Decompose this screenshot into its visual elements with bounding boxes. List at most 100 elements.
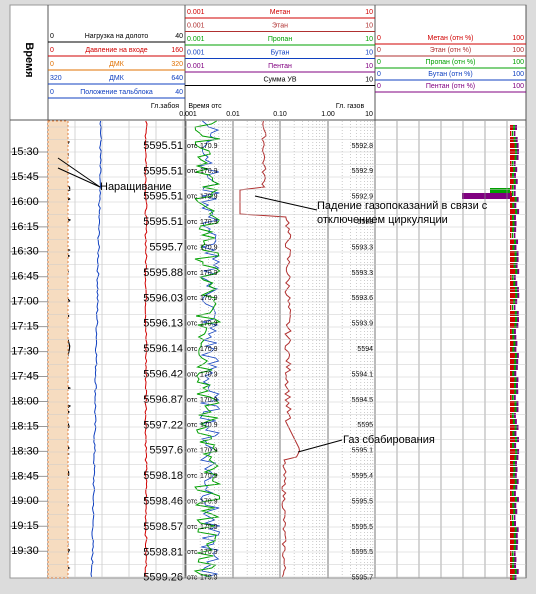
gas-depth: 5593.9: [352, 321, 374, 328]
ratio-bar: [510, 311, 515, 316]
ratio-bar: [512, 545, 516, 550]
note: отс: [187, 575, 198, 582]
depth-header: Гл.забоя: [151, 102, 179, 110]
ratio-bar: [514, 467, 518, 472]
bit-depth: 5595.51: [143, 191, 183, 203]
scale-max: 10: [365, 63, 373, 70]
scale-tick: 1.00: [321, 111, 335, 118]
ratio-bar: [510, 257, 515, 262]
ratio-bar: [512, 281, 516, 286]
ratio-bar: [512, 485, 516, 490]
ratio-bar: [512, 515, 514, 520]
ratio-bar: [514, 533, 518, 538]
ratio-bar: [510, 209, 516, 214]
ratio-bar: [514, 299, 518, 304]
time-label: 17:15: [11, 321, 39, 333]
curve-name: Пентан (отн %): [426, 83, 475, 90]
note: отс: [187, 346, 198, 353]
ratio-bar: [512, 245, 515, 250]
ratio-bar: [510, 461, 513, 466]
ratio-bar: [510, 185, 512, 190]
ratio-bar: [514, 215, 516, 220]
gas-depth: 5595.5: [352, 524, 374, 531]
ratio-bar: [510, 521, 513, 526]
ratio-bar: [510, 503, 513, 508]
ratio-bar: [510, 353, 515, 358]
ratio-bar: [512, 419, 515, 424]
ratio-bar: [514, 329, 516, 334]
ratio-bar: [512, 299, 516, 304]
ratio-bar: [510, 365, 514, 370]
scale-tick: 0.10: [273, 111, 287, 118]
gas-depth: 5592.8: [352, 143, 374, 150]
ratio-bar: [510, 545, 514, 550]
ratio-bar: [514, 485, 518, 490]
scale-max: 40: [175, 89, 183, 96]
ratio-bar: [512, 431, 515, 436]
ratio-bar: [514, 161, 516, 166]
ratio-bar: [512, 509, 516, 514]
curve-name: Давление на входе: [85, 47, 147, 54]
scale-min: 0: [50, 61, 54, 68]
scale-max: 10: [365, 36, 373, 43]
ratio-bar: [514, 263, 518, 268]
ratio-bar: [510, 449, 516, 454]
ratio-bar: [510, 317, 515, 322]
time-label: 19:00: [11, 495, 39, 507]
scale-max: 100: [512, 47, 524, 54]
bit-depth: 5595.51: [143, 140, 183, 152]
time-label: 16:15: [11, 221, 39, 233]
value: 170.9: [200, 321, 218, 328]
curve-name: Метан: [270, 9, 291, 16]
curve-name: Бутан: [271, 49, 290, 56]
ratio-bar: [510, 557, 513, 562]
ratio-bar: [514, 563, 517, 568]
ratio-bar: [512, 185, 514, 190]
time-label: 19:30: [11, 545, 39, 557]
scale-min: 0: [50, 89, 54, 96]
value: 170.9: [200, 295, 218, 302]
ratio-bar: [514, 473, 517, 478]
curve-name: Сумма УВ: [263, 76, 296, 83]
bit-depth: 5597.6: [149, 445, 183, 457]
value: 170.9: [200, 473, 218, 480]
ratio-bar: [510, 245, 513, 250]
ratio-bar: [512, 563, 515, 568]
note: отс: [187, 397, 198, 404]
ratio-bar: [510, 425, 515, 430]
ratio-bar: [514, 305, 516, 310]
ratio-bar: [510, 197, 515, 202]
ratio-bar: [510, 383, 514, 388]
ratio-bar: [510, 455, 515, 460]
ratio-bar: [514, 203, 517, 208]
scale-max: 640: [171, 75, 183, 82]
ratio-bar: [512, 191, 514, 196]
note: отс: [187, 549, 198, 556]
note: отс: [187, 295, 198, 302]
scale-max: 100: [512, 71, 524, 78]
bit-depth: 5595.7: [149, 242, 183, 254]
ratio-bar: [512, 575, 515, 580]
note: отс: [187, 371, 198, 378]
ratio-bar: [510, 389, 515, 394]
ratio-bar: [514, 347, 517, 352]
time-label: 18:45: [11, 470, 39, 482]
time-label: 16:30: [11, 246, 39, 258]
annotation: отключением циркуляции: [317, 214, 448, 226]
ratio-bar: [512, 221, 515, 226]
ratio-bar: [510, 527, 515, 532]
value: 170.9: [200, 143, 218, 150]
annotation: Газ сбабирования: [343, 434, 435, 446]
ratio-bar: [510, 563, 513, 568]
ratio-bar: [512, 347, 515, 352]
value: 170.9: [200, 270, 218, 277]
value: 170.9: [200, 422, 218, 429]
ratio-bar: [512, 503, 515, 508]
scale-min: 0.001: [187, 49, 205, 56]
note: отс: [187, 270, 198, 277]
time-label: 18:30: [11, 445, 39, 457]
ratio-bar: [510, 131, 512, 136]
scale-min: 0: [377, 71, 381, 78]
